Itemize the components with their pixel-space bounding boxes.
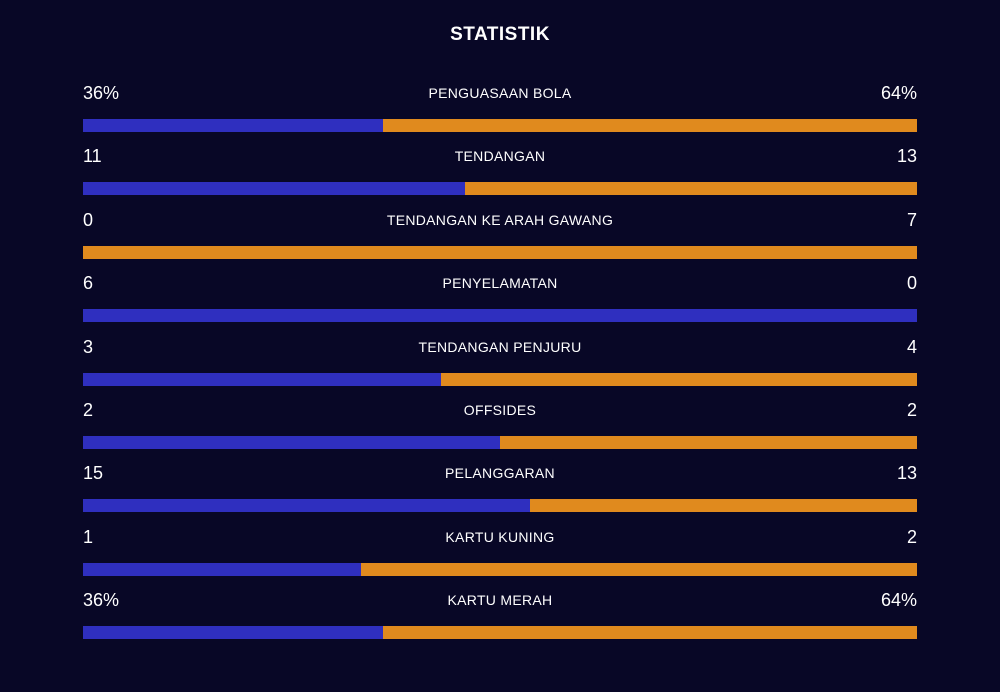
home-bar-segment (83, 372, 441, 386)
home-bar-segment (83, 435, 500, 449)
stat-header: 2 OFFSIDES 2 (83, 397, 917, 423)
page-title: STATISTIK (450, 24, 550, 45)
away-value: 64% (880, 83, 917, 103)
home-value: 1 (83, 526, 94, 547)
away-bar-segment (440, 372, 917, 386)
stat-label: PENGUASAAN BOLA (428, 85, 572, 101)
stat-row: 11 TENDANGAN 13 (83, 143, 917, 206)
stat-bar (83, 562, 917, 576)
stat-row: 6 PENYELAMATAN 0 (83, 270, 917, 333)
stat-header: 6 PENYELAMATAN 0 (83, 270, 917, 296)
stat-row: 1 KARTU KUNING 2 (83, 524, 917, 587)
away-bar-segment (530, 499, 917, 513)
away-value: 64% (880, 590, 917, 611)
stat-bar (83, 182, 917, 196)
stat-label: PENYELAMATAN (442, 275, 558, 292)
home-bar-segment (83, 309, 917, 323)
stat-row: 36% PENGUASAAN BOLA 64% (83, 80, 917, 143)
stat-header: 36% KARTU MERAH 64% (83, 587, 917, 613)
stat-row: 36% KARTU MERAH 64% (83, 587, 917, 650)
stat-row: 2 OFFSIDES 2 (83, 397, 917, 460)
away-bar-segment (360, 562, 917, 576)
home-bar-segment (83, 499, 531, 513)
home-value: 6 (83, 273, 94, 294)
home-bar-segment (83, 119, 384, 132)
stat-bar (83, 245, 917, 259)
away-value: 0 (906, 273, 917, 294)
stat-row: 15 PELANGGARAN 13 (83, 460, 917, 523)
away-bar-segment (383, 119, 917, 132)
stat-header: 0 TENDANGAN KE ARAH GAWANG 7 (83, 207, 917, 233)
stat-label: KARTU MERAH (447, 592, 553, 609)
away-bar-segment (83, 245, 917, 259)
stat-label: TENDANGAN PENJURU (418, 338, 582, 355)
away-value: 13 (896, 463, 917, 484)
home-bar-segment (83, 626, 384, 640)
stat-header: 11 TENDANGAN 13 (83, 143, 917, 169)
away-value: 4 (906, 336, 917, 357)
home-value: 11 (83, 146, 102, 167)
home-value: 0 (83, 209, 94, 230)
home-bar-segment (83, 182, 465, 196)
stat-row: 0 TENDANGAN KE ARAH GAWANG 7 (83, 207, 917, 270)
away-bar-segment (383, 626, 917, 640)
home-value: 36% (83, 83, 120, 103)
stat-label: TENDANGAN (454, 148, 546, 165)
home-value: 36% (83, 590, 120, 611)
away-bar-segment (464, 182, 917, 196)
stats-list: 36% PENGUASAAN BOLA 64% 11 TENDANGAN 1 3 … (83, 80, 917, 651)
stat-label: PELANGGARAN (445, 465, 555, 482)
stat-bar (83, 119, 917, 132)
away-value: 2 (906, 526, 917, 547)
stat-label: TENDANGAN KE ARAH GAWANG (386, 211, 614, 228)
stat-bar (83, 435, 917, 449)
stat-label: KARTU KUNING (445, 528, 555, 545)
stat-row: 3 TENDANGAN PENJURU 4 (83, 334, 917, 397)
stat-bar (83, 309, 917, 323)
home-value: 2 (83, 399, 94, 420)
home-value: 3 (83, 336, 94, 357)
away-value: 7 (906, 209, 917, 230)
away-value: 2 (906, 399, 917, 420)
home-bar-segment (83, 562, 361, 576)
stat-header: 36% PENGUASAAN BOLA 64% (83, 80, 917, 106)
stat-bar (83, 626, 917, 640)
stat-header: 15 PELANGGARAN 13 (83, 460, 917, 486)
away-value: 13 (896, 146, 917, 167)
stat-label: OFFSIDES (463, 401, 537, 418)
stat-bar (83, 372, 917, 386)
away-bar-segment (500, 435, 917, 449)
home-value: 15 (83, 463, 104, 484)
stat-header: 3 TENDANGAN PENJURU 4 (83, 334, 917, 360)
stat-header: 1 KARTU KUNING 2 (83, 524, 917, 550)
stat-bar (83, 499, 917, 513)
